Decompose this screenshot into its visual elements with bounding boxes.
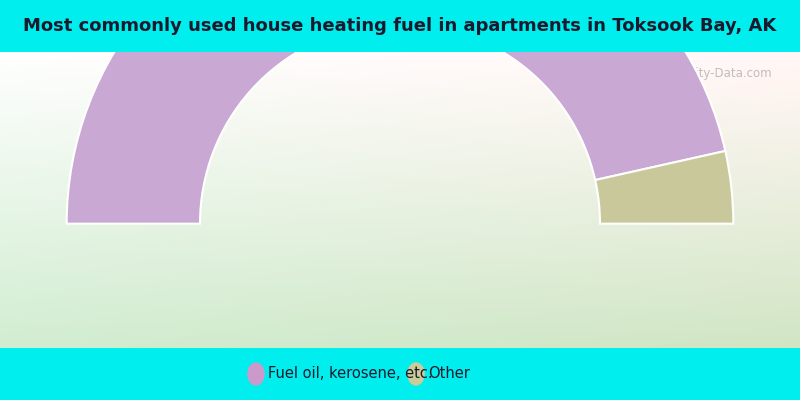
Text: City-Data.com: City-Data.com <box>687 67 772 80</box>
Wedge shape <box>595 151 734 224</box>
Text: Fuel oil, kerosene, etc.: Fuel oil, kerosene, etc. <box>268 366 433 382</box>
Ellipse shape <box>247 362 265 386</box>
Ellipse shape <box>407 362 425 386</box>
Text: Other: Other <box>428 366 470 382</box>
Text: Most commonly used house heating fuel in apartments in Toksook Bay, AK: Most commonly used house heating fuel in… <box>23 17 777 35</box>
Wedge shape <box>66 0 726 224</box>
